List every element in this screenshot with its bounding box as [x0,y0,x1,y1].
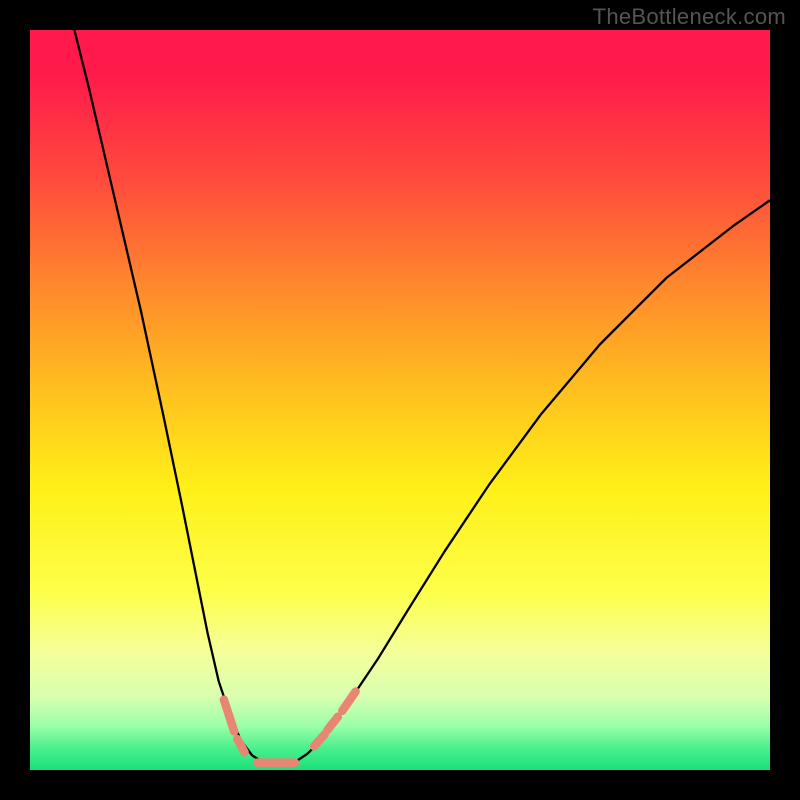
plot-frame [30,30,770,770]
chart-svg [30,30,770,770]
chart-background [30,30,770,770]
watermark-text: TheBottleneck.com [593,4,786,30]
